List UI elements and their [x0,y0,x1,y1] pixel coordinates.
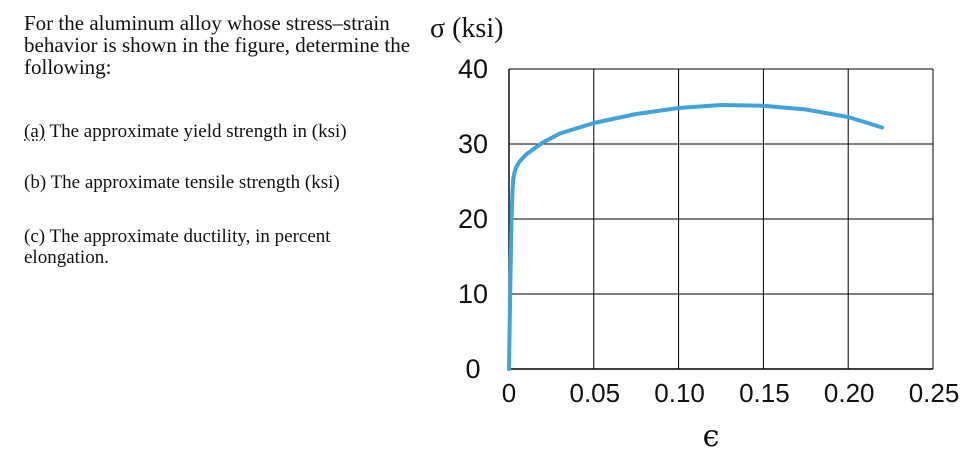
y-tick-label: 0 [465,354,480,384]
question-c: (c) The approximate ductility, in percen… [24,226,414,268]
question-b-text: The approximate tensile strength (ksi) [50,172,340,193]
x-tick-label: 0.10 [654,378,705,408]
x-axis-label: ϵ [703,419,720,452]
stress-strain-curve [507,103,885,371]
question-a-prefix: (a) [24,121,46,142]
chart-grid [508,68,934,370]
question-a-text: The approximate yield strength in (ksi) [49,121,347,142]
y-tick-label: 10 [458,279,488,309]
problem-intro: For the aluminum alloy whose stress–stra… [24,11,411,79]
question-c-prefix: (c) [24,226,46,247]
y-tick-label: 20 [458,204,488,234]
question-b-prefix: (b) [24,172,47,193]
x-tick-label: 0.05 [569,378,620,408]
x-tick-label: 0.20 [824,378,875,408]
y-tick-label: 40 [458,54,488,84]
x-tick-label: 0.25 [909,378,960,408]
x-tick-label: 0.15 [739,378,790,408]
question-b: (b) The approximate tensile strength (ks… [24,172,414,193]
question-a: (a) The approximate yield strength in (k… [24,121,414,142]
problem-statement: For the aluminum alloy whose stress–stra… [24,12,424,78]
x-tick-labels: 0 0.05 0.10 0.15 0.20 0.25 [502,378,960,408]
question-c-text: The approximate ductility, in percent el… [24,226,331,268]
x-tick-label: 0 [502,378,516,408]
y-tick-labels: 0 10 20 30 40 [458,54,488,384]
y-tick-label: 30 [458,129,488,159]
chart-title: σ (ksi) [430,13,503,44]
